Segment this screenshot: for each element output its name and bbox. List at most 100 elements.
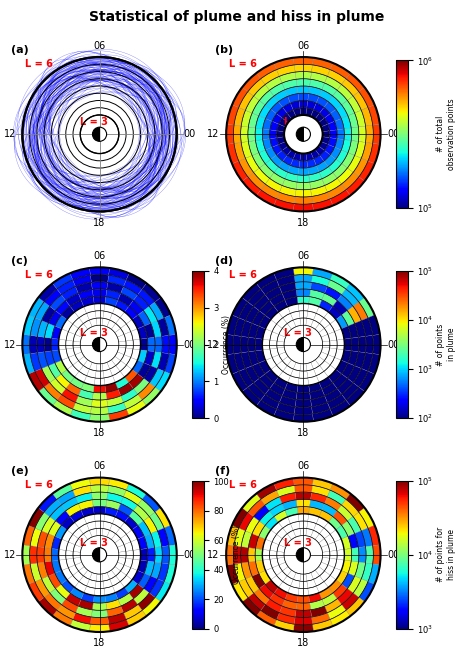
Text: L = 3: L = 3 [80,327,108,338]
Wedge shape [144,516,157,534]
Wedge shape [255,350,265,363]
Wedge shape [265,287,282,300]
Wedge shape [311,402,330,414]
Wedge shape [261,490,279,505]
Wedge shape [368,564,380,584]
Wedge shape [73,545,82,553]
Wedge shape [112,371,125,382]
Wedge shape [52,350,62,363]
Wedge shape [311,65,330,76]
Wedge shape [291,101,300,110]
Wedge shape [138,383,155,400]
Wedge shape [248,79,265,96]
Wedge shape [70,409,91,421]
Wedge shape [309,172,322,182]
Wedge shape [120,522,132,534]
Wedge shape [144,366,157,383]
Wedge shape [125,306,138,320]
Wedge shape [55,525,67,539]
Wedge shape [75,492,92,503]
Wedge shape [53,483,73,499]
Wedge shape [66,542,75,551]
Wedge shape [328,306,342,320]
Wedge shape [319,107,330,118]
Wedge shape [129,300,144,315]
Wedge shape [347,155,361,173]
Wedge shape [297,507,310,514]
Wedge shape [295,610,311,617]
Wedge shape [277,137,285,144]
Wedge shape [296,392,310,400]
Wedge shape [325,179,342,192]
Wedge shape [310,72,328,83]
Text: L = 6: L = 6 [229,60,256,69]
Wedge shape [319,587,333,599]
Wedge shape [316,307,328,318]
Wedge shape [335,118,344,130]
Wedge shape [328,394,346,409]
Wedge shape [105,382,118,392]
Wedge shape [361,107,373,126]
Wedge shape [361,318,373,336]
Wedge shape [140,338,148,351]
Wedge shape [265,516,278,530]
Wedge shape [297,595,310,603]
Wedge shape [300,318,307,325]
Wedge shape [308,304,319,313]
Wedge shape [239,369,254,387]
Wedge shape [79,356,88,366]
Wedge shape [283,356,292,366]
Wedge shape [169,545,177,565]
Wedge shape [106,389,121,400]
Wedge shape [137,350,147,363]
Wedge shape [112,517,125,528]
Wedge shape [254,589,270,604]
Wedge shape [93,595,106,603]
Wedge shape [232,371,248,391]
Wedge shape [272,355,283,365]
Wedge shape [271,102,283,114]
Wedge shape [96,574,103,582]
Wedge shape [300,153,307,161]
Wedge shape [232,582,248,602]
Wedge shape [300,574,307,582]
Wedge shape [73,347,82,355]
Wedge shape [116,360,127,371]
Wedge shape [262,339,270,350]
Wedge shape [37,562,48,579]
Wedge shape [358,336,366,353]
Wedge shape [44,499,61,516]
Wedge shape [277,334,285,342]
Wedge shape [66,551,73,559]
Wedge shape [73,341,81,348]
Wedge shape [108,402,126,414]
Wedge shape [151,352,162,369]
Wedge shape [137,536,147,549]
Wedge shape [91,485,109,492]
Wedge shape [336,571,348,584]
Wedge shape [263,138,272,150]
Wedge shape [259,510,274,525]
Wedge shape [91,274,109,282]
Wedge shape [337,129,345,140]
Wedge shape [118,503,133,516]
Wedge shape [107,606,124,617]
Wedge shape [277,402,295,414]
Wedge shape [115,562,124,571]
Wedge shape [109,523,120,534]
Wedge shape [330,530,341,542]
Wedge shape [295,282,311,289]
Wedge shape [73,557,82,565]
Wedge shape [100,127,107,141]
Wedge shape [353,302,368,320]
Wedge shape [103,579,112,588]
Wedge shape [112,582,125,593]
Wedge shape [333,164,347,179]
Wedge shape [55,300,70,315]
Wedge shape [30,563,42,582]
Wedge shape [298,303,309,311]
Wedge shape [324,102,336,114]
Wedge shape [162,335,170,354]
Wedge shape [293,573,301,581]
Wedge shape [246,306,259,324]
